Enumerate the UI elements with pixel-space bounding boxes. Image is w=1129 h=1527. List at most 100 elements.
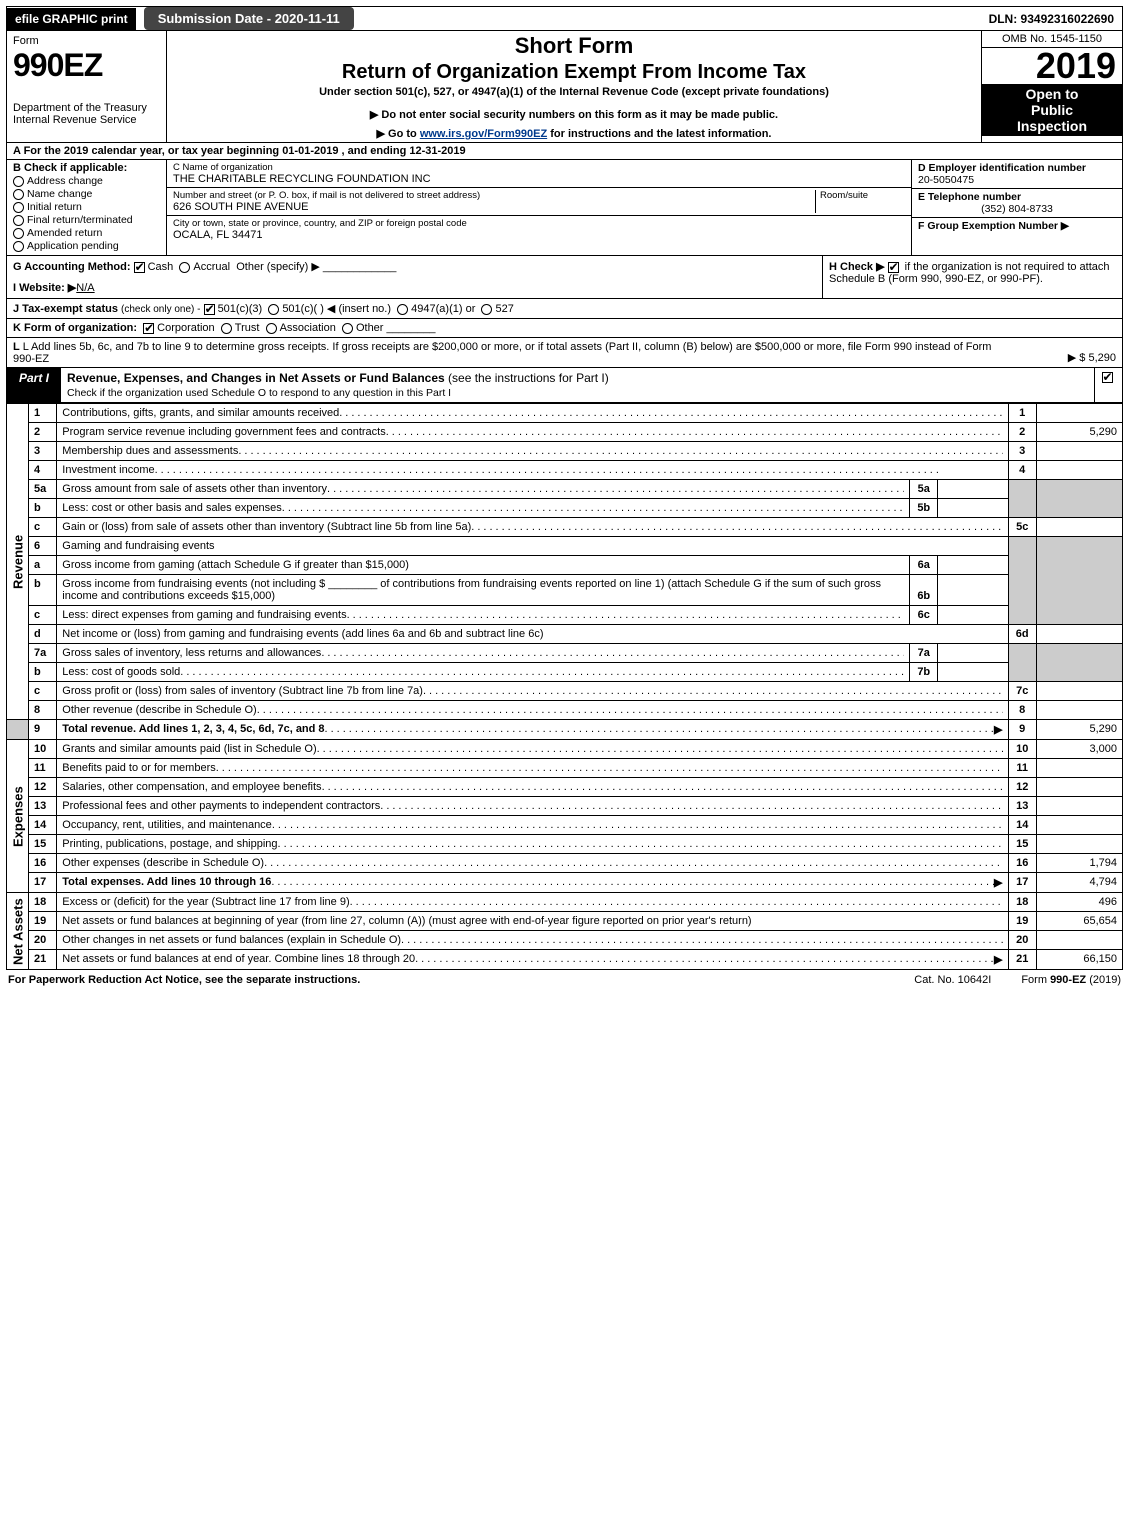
form-id-column: Form 990EZ Department of the Treasury In… <box>7 31 167 142</box>
subval-5a <box>938 480 1008 499</box>
rn-1: 1 <box>1008 404 1036 423</box>
irs-link[interactable]: www.irs.gov/Form990EZ <box>420 128 547 140</box>
tax-year: 2019 <box>982 48 1122 84</box>
section-j: J Tax-exempt status (check only one) - 5… <box>6 299 1123 319</box>
ln-13: 13 <box>29 797 57 816</box>
go-to-link-line: ▶ Go to www.irs.gov/Form990EZ for instru… <box>171 127 977 140</box>
chk-address-change[interactable]: Address change <box>13 175 160 187</box>
section-i: I Website: ▶N/A <box>13 281 816 294</box>
ln-11: 11 <box>29 759 57 778</box>
val-18: 496 <box>1036 893 1122 912</box>
chk-corp[interactable] <box>143 323 154 334</box>
efile-print-label[interactable]: efile GRAPHIC print <box>7 8 136 30</box>
ln-18: 18 <box>29 893 57 912</box>
sub-6b: 6b <box>910 575 938 606</box>
ln-6d: d <box>29 625 57 644</box>
part-i-label: Part I <box>7 368 61 402</box>
val-1 <box>1036 404 1122 423</box>
top-bar: efile GRAPHIC print Submission Date - 20… <box>6 6 1123 30</box>
val-15 <box>1036 835 1122 854</box>
chk-501c[interactable] <box>268 304 279 315</box>
ln-10: 10 <box>29 740 57 759</box>
part-i-checkbox[interactable] <box>1094 368 1122 402</box>
d-label: D Employer identification number <box>918 162 1086 174</box>
section-g: G Accounting Method: Cash Accrual Other … <box>13 260 816 273</box>
val-6d <box>1036 625 1122 644</box>
val-2: 5,290 <box>1036 423 1122 442</box>
chk-accrual[interactable] <box>179 262 190 273</box>
chk-trust[interactable] <box>221 323 232 334</box>
short-form-title: Short Form <box>171 33 977 59</box>
chk-initial-return[interactable]: Initial return <box>13 201 160 213</box>
f-label: F Group Exemption Number ▶ <box>918 220 1069 232</box>
rn-13: 13 <box>1008 797 1036 816</box>
irs-label: Internal Revenue Service <box>13 114 160 126</box>
section-l: L L Add lines 5b, 6c, and 7b to line 9 t… <box>6 338 1123 368</box>
rn-8: 8 <box>1008 701 1036 720</box>
chk-501c3[interactable] <box>204 304 215 315</box>
ln-5b: b <box>29 499 57 518</box>
sub-7b: 7b <box>910 663 938 682</box>
part-i-bar: Part I Revenue, Expenses, and Changes in… <box>6 368 1123 403</box>
subval-6b <box>938 575 1008 606</box>
rn-6d: 6d <box>1008 625 1036 644</box>
chk-amended-return[interactable]: Amended return <box>13 227 160 239</box>
section-b: B Check if applicable: Address change Na… <box>7 160 167 255</box>
submission-date-pill: Submission Date - 2020-11-11 <box>144 7 354 30</box>
chk-final-return[interactable]: Final return/terminated <box>13 214 160 226</box>
section-k: K Form of organization: Corporation Trus… <box>6 319 1123 338</box>
e-label: E Telephone number <box>918 191 1021 203</box>
public: Public <box>982 102 1122 118</box>
chk-other[interactable] <box>342 323 353 334</box>
rn-6abc-grey <box>1008 537 1036 625</box>
val-10: 3,000 <box>1036 740 1122 759</box>
val-11 <box>1036 759 1122 778</box>
rn-3: 3 <box>1008 442 1036 461</box>
ln-7b: b <box>29 663 57 682</box>
chk-assoc[interactable] <box>266 323 277 334</box>
ln-14: 14 <box>29 816 57 835</box>
rn-21: 21 <box>1008 950 1036 970</box>
sub-5a: 5a <box>910 480 938 499</box>
section-net-assets: Net Assets <box>7 893 29 970</box>
rn-10: 10 <box>1008 740 1036 759</box>
chk-527[interactable] <box>481 304 492 315</box>
ln-6b: b <box>29 575 57 606</box>
org-city: OCALA, FL 34471 <box>173 229 905 241</box>
desc-19: Net assets or fund balances at beginning… <box>62 915 751 927</box>
ln-12: 12 <box>29 778 57 797</box>
ln-7a: 7a <box>29 644 57 663</box>
ln-6c: c <box>29 606 57 625</box>
chk-name-change[interactable]: Name change <box>13 188 160 200</box>
inspection: Inspection <box>982 118 1122 134</box>
val-4 <box>1036 461 1122 480</box>
section-a-taxyear: A For the 2019 calendar year, or tax yea… <box>6 143 1123 160</box>
ln-1: 1 <box>29 404 57 423</box>
val-16: 1,794 <box>1036 854 1122 873</box>
ln-9: 9 <box>29 720 57 740</box>
c-city-label: City or town, state or province, country… <box>173 218 905 229</box>
val-17: 4,794 <box>1036 873 1122 893</box>
form-header: Form 990EZ Department of the Treasury In… <box>6 30 1123 143</box>
rn-17: 17 <box>1008 873 1036 893</box>
ssn-warning: ▶ Do not enter social security numbers o… <box>171 108 977 121</box>
phone-value: (352) 804-8733 <box>918 203 1116 215</box>
chk-h[interactable] <box>888 262 899 273</box>
ln-6a: a <box>29 556 57 575</box>
ln-15: 15 <box>29 835 57 854</box>
rn-20: 20 <box>1008 931 1036 950</box>
subval-6c <box>938 606 1008 625</box>
ln-8: 8 <box>29 701 57 720</box>
chk-cash[interactable] <box>134 262 145 273</box>
section-revenue: Revenue <box>7 404 29 720</box>
rn-7c: 7c <box>1008 682 1036 701</box>
rn-12: 12 <box>1008 778 1036 797</box>
right-column: OMB No. 1545-1150 2019 Open to Public In… <box>982 31 1122 142</box>
b-header: B Check if applicable: <box>13 162 160 174</box>
chk-application-pending[interactable]: Application pending <box>13 240 160 252</box>
ln-5a: 5a <box>29 480 57 499</box>
form-number: 990EZ <box>13 47 160 84</box>
rn-16: 16 <box>1008 854 1036 873</box>
val-13 <box>1036 797 1122 816</box>
chk-4947[interactable] <box>397 304 408 315</box>
